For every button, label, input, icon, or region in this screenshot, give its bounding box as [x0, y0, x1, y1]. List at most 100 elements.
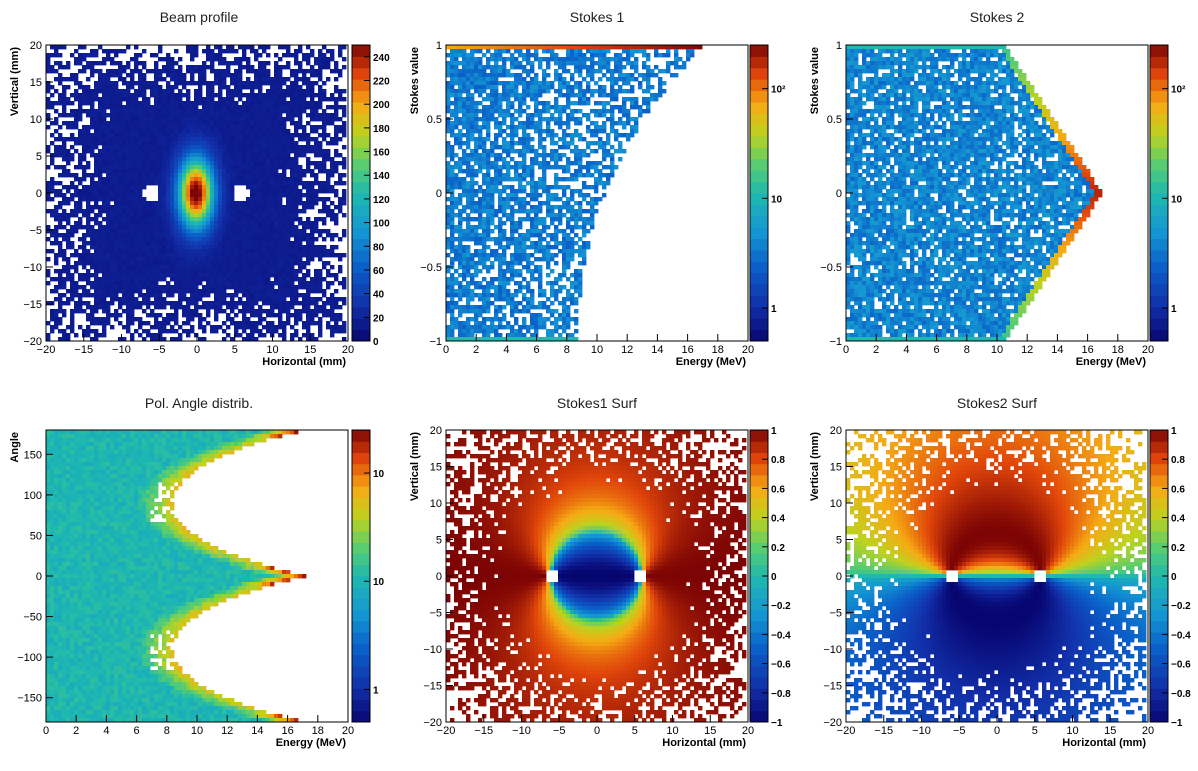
angle-ytick: 50	[30, 530, 42, 542]
stokes1-ytick: 1	[436, 40, 442, 52]
surf1-ytick: −5	[429, 608, 442, 620]
stokes2-cbtick: 1	[1171, 304, 1177, 315]
profile-panel: Beam profile −20 −15 −10 −5 0 5 10 15 20 −20 −15 −10…	[9, 9, 390, 368]
profile-ytick: 10	[30, 114, 42, 126]
angle-xtick: 20	[342, 725, 354, 737]
surf2-xtick: −20	[837, 725, 856, 737]
stokes1-xtick: 6	[534, 344, 540, 356]
profile-cbtick: 60	[373, 266, 385, 277]
surf2-xtick: −5	[953, 725, 966, 737]
profile-xtick: 0	[194, 344, 200, 356]
surf1-xtick: −15	[474, 725, 493, 737]
stokes1-xtick: 14	[651, 344, 663, 356]
profile-ytick: 20	[30, 40, 42, 52]
profile-cbtick: 200	[373, 100, 390, 111]
angle-ytick: 0	[36, 571, 42, 583]
surf1-ytick: −10	[423, 644, 442, 656]
stokes2-ylabel: Stokes value	[809, 47, 821, 114]
surf2-cbtick: 1	[1171, 426, 1177, 437]
surf1-xtick: −10	[512, 725, 531, 737]
profile-ytick: −5	[29, 225, 42, 237]
stokes1-xtick: 16	[681, 344, 693, 356]
surf1-xtick: −5	[553, 725, 566, 737]
angle-xtick: 16	[281, 725, 293, 737]
surf2-colorbar: −1 −0.8 −0.6 −0.4 −0.2 0 0.2 0.4 0.6 0.8 1	[1149, 426, 1191, 729]
surf1-xtick: 15	[704, 725, 716, 737]
surf1-cbtick: 0.8	[771, 455, 785, 466]
surf2-title: Stokes2 Surf	[957, 395, 1037, 411]
profile-xtick: −15	[74, 344, 93, 356]
angle-heatmap	[46, 430, 307, 723]
angle-xtick: 2	[73, 725, 79, 737]
stokes2-ytick: −0.5	[820, 262, 842, 274]
profile-cbtick: 120	[373, 195, 390, 206]
profile-cbtick: 0	[373, 337, 379, 348]
angle-ytick: −50	[23, 612, 42, 624]
stokes1-xtick: 8	[564, 344, 570, 356]
surf2-xtick: −10	[912, 725, 931, 737]
surf1-title: Stokes1 Surf	[557, 395, 637, 411]
surf1-cbtick: 0.4	[771, 514, 785, 525]
surf1-ytick: 10	[430, 498, 442, 510]
surf1-xtick: −20	[437, 725, 456, 737]
angle-xtick: 4	[103, 725, 109, 737]
surf2-ytick: 0	[836, 571, 842, 583]
stokes2-xtick: 6	[934, 344, 940, 356]
angle-xtick: 10	[191, 725, 203, 737]
stokes2-xtick: 4	[903, 344, 909, 356]
stokes2-xtick: 0	[843, 344, 849, 356]
profile-ytick: 0	[36, 188, 42, 200]
profile-cbtick: 80	[373, 242, 385, 253]
stokes1-ytick: 0.5	[427, 114, 442, 126]
profile-cbtick: 220	[373, 77, 390, 88]
surf2-cbtick: −0.6	[1171, 660, 1191, 671]
surf1-xtick: 10	[666, 725, 678, 737]
profile-cbtick: 100	[373, 219, 390, 230]
surf2-xtick: 15	[1104, 725, 1116, 737]
stokes2-xtick: 12	[1021, 344, 1033, 356]
stokes2-xlabel: Energy (MeV)	[1076, 356, 1147, 368]
surf2-cbtick: −0.4	[1171, 630, 1191, 641]
surf2-ytick: 15	[830, 462, 842, 474]
surf1-heatmap	[446, 430, 747, 723]
profile-cbtick: 140	[373, 171, 390, 182]
stokes1-title: Stokes 1	[570, 9, 625, 25]
surf2-cbtick: 0.4	[1171, 514, 1185, 525]
surf2-ytick: 10	[830, 498, 842, 510]
stokes2-xtick: 18	[1112, 344, 1124, 356]
angle-xtick: 18	[312, 725, 324, 737]
surf2-xtick: 20	[1142, 725, 1154, 737]
angle-cbtick: 1	[373, 685, 379, 696]
stokes2-ytick: 1	[836, 40, 842, 52]
profile-ytick: 15	[30, 77, 42, 89]
stokes2-xtick: 8	[964, 344, 970, 356]
angle-xlabel: Energy (MeV)	[276, 737, 347, 749]
profile-xtick: 5	[232, 344, 238, 356]
stokes1-panel: Stokes 1 0 2 4 6 8 10 12 14 16 18 20 −1 −0.5 0 0.5 1 Ener…	[409, 9, 786, 368]
angle-ytick: −100	[17, 652, 42, 664]
surf1-cbtick: −0.4	[771, 630, 791, 641]
surf2-ytick: −15	[823, 681, 842, 693]
stokes1-xtick: 0	[443, 344, 449, 356]
stokes2-xtick: 16	[1081, 344, 1093, 356]
stokes1-xtick: 4	[503, 344, 509, 356]
angle-title: Pol. Angle distrib.	[145, 395, 253, 411]
profile-xtick: −20	[37, 344, 56, 356]
surf1-ytick: 15	[430, 462, 442, 474]
surf1-panel: Stokes1 Surf−20 −15 −10 −5 0 5 10 15 20−20−15−10…	[409, 395, 791, 749]
surf1-cbtick: −1	[771, 718, 783, 729]
stokes1-cbtick: 1	[771, 304, 777, 315]
angle-panel: Pol. Angle distrib.0 2 4 6 8 10 12 14 16 18 20−150…	[9, 395, 385, 749]
stokes1-xtick: 10	[591, 344, 603, 356]
surf1-ytick: −20	[423, 717, 442, 729]
surf2-xtick: 10	[1066, 725, 1078, 737]
profile-title: Beam profile	[160, 9, 239, 25]
profile-xlabel: Horizontal (mm)	[262, 356, 346, 368]
surf2-ytick: −20	[823, 717, 842, 729]
surf2-ytick: −10	[823, 644, 842, 656]
surf2-cbtick: 0.6	[1171, 484, 1185, 495]
surf1-cbtick: 0.6	[771, 484, 785, 495]
stokes1-cbtick: 10²	[771, 85, 786, 96]
stokes2-title: Stokes 2	[970, 9, 1025, 25]
surf2-ytick: −5	[829, 608, 842, 620]
